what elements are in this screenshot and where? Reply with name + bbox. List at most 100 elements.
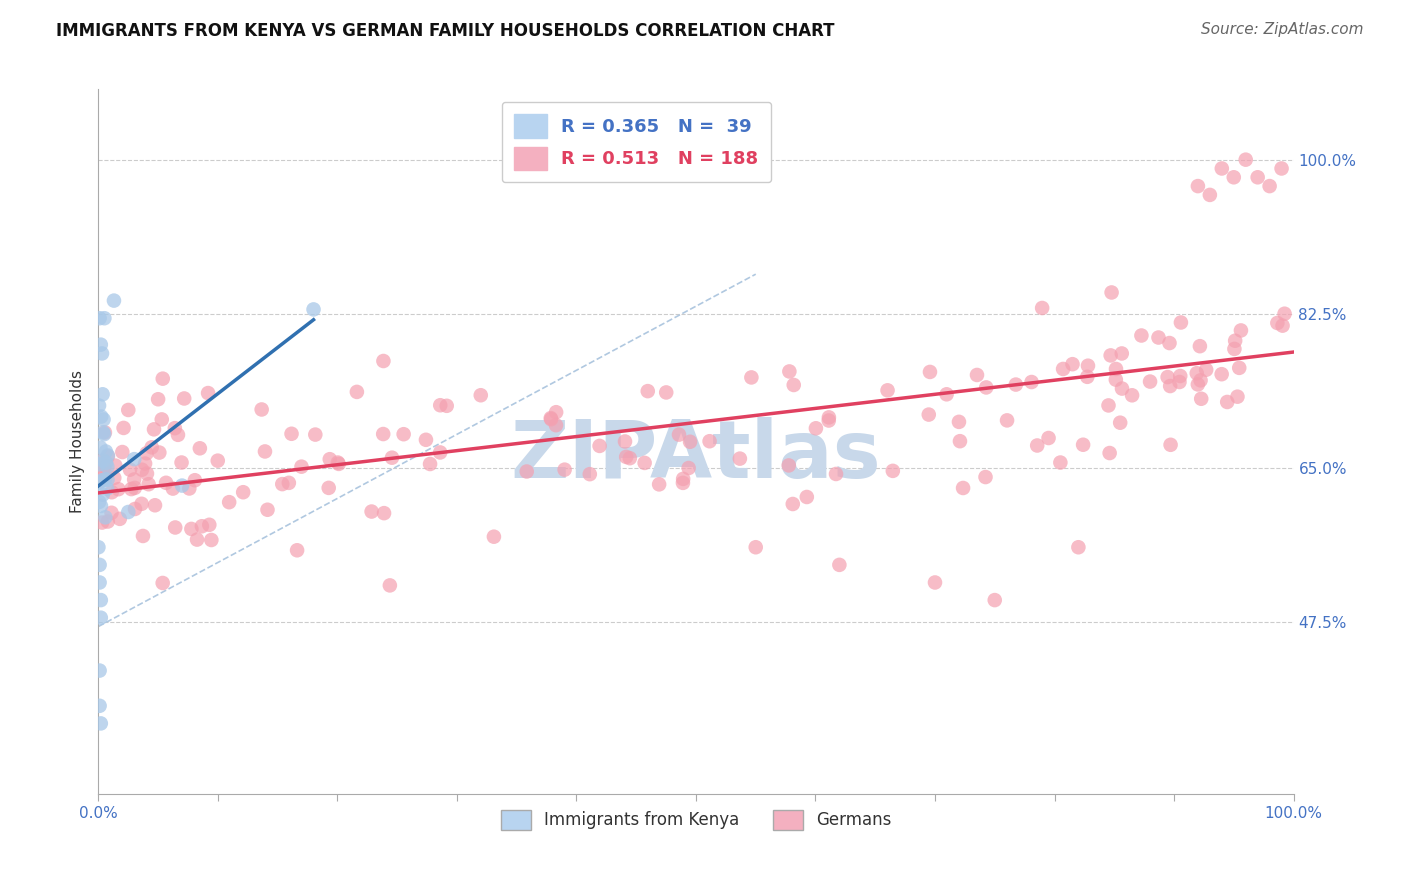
Point <box>1199 187 1222 202</box>
Point <box>1004 377 1026 392</box>
Point <box>554 463 576 477</box>
Point <box>678 461 700 475</box>
Point <box>326 456 349 470</box>
Point <box>302 302 325 317</box>
Point <box>817 413 839 427</box>
Point <box>124 452 146 467</box>
Text: Source: ZipAtlas.com: Source: ZipAtlas.com <box>1201 22 1364 37</box>
Point <box>373 354 395 368</box>
Point <box>974 470 997 484</box>
Point <box>200 533 222 547</box>
Point <box>415 433 437 447</box>
Point <box>152 372 174 386</box>
Point <box>89 664 111 678</box>
Point <box>1189 373 1212 387</box>
Point <box>100 506 122 520</box>
Point <box>256 502 278 516</box>
Point <box>1031 301 1053 315</box>
Point <box>253 444 276 458</box>
Point <box>143 498 166 512</box>
Point <box>1111 346 1133 360</box>
Point <box>89 495 111 509</box>
Point <box>207 453 229 467</box>
Point <box>1274 307 1296 321</box>
Point <box>97 450 120 464</box>
Point <box>804 421 827 435</box>
Point <box>882 464 904 478</box>
Point <box>974 380 997 394</box>
Point <box>136 467 159 481</box>
Point <box>148 445 170 459</box>
Point <box>250 402 273 417</box>
Point <box>540 411 562 425</box>
Point <box>91 474 114 488</box>
Point <box>152 576 174 591</box>
Point <box>150 412 173 426</box>
Point <box>655 385 678 400</box>
Point <box>918 408 941 422</box>
Point <box>89 698 111 713</box>
Point <box>319 452 342 467</box>
Point <box>96 473 118 487</box>
Point <box>285 543 308 558</box>
Point <box>170 456 193 470</box>
Point <box>614 450 637 464</box>
Point <box>91 453 114 467</box>
Point <box>122 473 145 487</box>
Point <box>633 456 655 470</box>
Point <box>1185 366 1208 380</box>
Point <box>1147 330 1170 344</box>
Point <box>782 497 804 511</box>
Point <box>198 517 221 532</box>
Point <box>167 427 190 442</box>
Point <box>544 418 567 433</box>
Point <box>163 421 186 435</box>
Point <box>373 427 395 442</box>
Point <box>1187 179 1209 194</box>
Point <box>191 519 214 533</box>
Point <box>172 478 194 492</box>
Point <box>740 370 762 384</box>
Point <box>672 475 695 490</box>
Point <box>1077 359 1099 373</box>
Point <box>90 499 112 513</box>
Point <box>1226 390 1249 404</box>
Point <box>1211 367 1233 381</box>
Point <box>155 475 177 490</box>
Point <box>90 337 112 351</box>
Point <box>1271 161 1294 176</box>
Point <box>94 472 117 486</box>
Point <box>131 463 153 477</box>
Point <box>318 481 340 495</box>
Point <box>540 412 562 426</box>
Point <box>381 450 404 465</box>
Point <box>120 482 142 496</box>
Point <box>184 473 207 487</box>
Point <box>186 533 208 547</box>
Point <box>1097 399 1119 413</box>
Point <box>94 425 117 440</box>
Point <box>280 426 302 441</box>
Point <box>1211 161 1233 176</box>
Point <box>778 458 800 473</box>
Point <box>1195 363 1218 377</box>
Point <box>1227 360 1250 375</box>
Point <box>232 485 254 500</box>
Point <box>699 434 721 449</box>
Point <box>1159 336 1181 351</box>
Point <box>614 434 637 449</box>
Point <box>429 445 451 459</box>
Point <box>97 449 120 463</box>
Point <box>1076 369 1098 384</box>
Point <box>173 392 195 406</box>
Point <box>1105 373 1128 387</box>
Point <box>93 412 115 426</box>
Point <box>796 490 818 504</box>
Point <box>94 467 117 481</box>
Legend: Immigrants from Kenya, Germans: Immigrants from Kenya, Germans <box>492 801 900 838</box>
Point <box>111 445 134 459</box>
Point <box>94 444 117 458</box>
Point <box>1234 153 1257 167</box>
Point <box>188 442 211 456</box>
Point <box>197 386 219 401</box>
